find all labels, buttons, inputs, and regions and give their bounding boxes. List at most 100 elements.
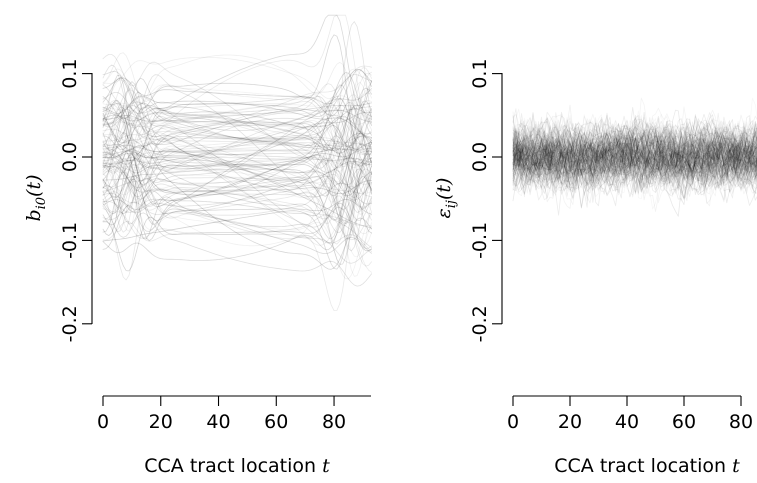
series-curve (512, 123, 757, 204)
right-curves-group (512, 97, 757, 217)
x-tick-label: 40 (206, 411, 230, 433)
series-curve (512, 123, 757, 208)
series-curve (512, 109, 757, 189)
series-curve (512, 112, 757, 178)
series-curve (512, 132, 757, 201)
series-curve (102, 95, 372, 138)
series-curve (102, 123, 372, 224)
series-curve (512, 121, 757, 192)
right-y-ticks: -0.2 -0.1 0.0 0.1 (469, 58, 502, 342)
series-curve (512, 124, 757, 184)
series-curve (512, 112, 757, 186)
series-curve (512, 136, 757, 190)
series-curve (512, 123, 757, 189)
series-curve (102, 77, 372, 143)
series-curve (512, 121, 757, 197)
left-x-ticks: 0 20 40 60 80 (97, 396, 346, 433)
series-curve (102, 109, 372, 249)
series-curve (102, 96, 372, 215)
series-curve (512, 125, 757, 197)
series-curve (512, 124, 757, 195)
series-curve (102, 84, 372, 196)
series-curve (102, 150, 372, 235)
series-curve (102, 89, 372, 252)
series-curve (512, 126, 757, 197)
series-curve (512, 113, 757, 189)
series-curve (102, 134, 372, 198)
series-curve (102, 99, 372, 185)
series-curve (512, 116, 757, 189)
series-curve (512, 116, 757, 199)
series-curve (512, 120, 757, 185)
series-curve (512, 126, 757, 191)
y-tick-label: 0.1 (59, 58, 81, 88)
series-curve (102, 88, 372, 232)
series-curve (512, 130, 757, 212)
series-curve (512, 126, 757, 204)
series-curve (512, 119, 757, 178)
series-curve (102, 154, 372, 201)
series-curve (512, 121, 757, 184)
series-curve (102, 87, 372, 169)
series-curve (102, 71, 372, 168)
series-curve (102, 54, 372, 167)
series-curve (512, 129, 757, 185)
series-curve (512, 114, 757, 191)
series-curve (512, 114, 757, 198)
series-curve (512, 117, 757, 187)
series-curve (512, 126, 757, 216)
series-curve (512, 127, 757, 195)
series-curve (512, 109, 757, 200)
series-curve (512, 116, 757, 186)
series-curve (102, 106, 372, 192)
series-curve (512, 116, 757, 208)
x-tick-label: 0 (507, 411, 519, 433)
series-curve (512, 126, 757, 195)
series-curve (512, 120, 757, 183)
series-curve (512, 123, 757, 190)
series-curve (102, 72, 372, 165)
y-tick-label: 0.1 (469, 58, 491, 88)
series-curve (512, 112, 757, 202)
series-curve (102, 135, 372, 210)
series-curve (512, 129, 757, 192)
series-curve (512, 131, 757, 184)
series-curve (512, 133, 757, 200)
x-tick-label: 80 (322, 411, 346, 433)
series-curve (512, 120, 757, 181)
series-curve (102, 121, 372, 192)
series-curve (102, 112, 372, 151)
series-curve (512, 117, 757, 186)
series-curve (102, 68, 372, 119)
series-curve (102, 97, 372, 187)
series-curve (512, 122, 757, 194)
series-curve (512, 97, 757, 191)
series-curve (102, 100, 372, 185)
series-curve (512, 117, 757, 184)
series-curve (512, 115, 757, 199)
series-curve (512, 124, 757, 202)
series-curve (102, 108, 372, 165)
series-curve (512, 125, 757, 184)
series-curve (512, 126, 757, 190)
series-curve (102, 155, 372, 209)
series-curve (512, 123, 757, 198)
x-tick-label: 40 (615, 411, 639, 433)
series-curve (102, 136, 372, 159)
series-curve (512, 104, 757, 194)
series-curve (512, 115, 757, 199)
series-curve (102, 108, 372, 151)
series-curve (512, 115, 757, 193)
series-curve (102, 81, 372, 156)
series-curve (102, 99, 372, 155)
series-curve (102, 14, 372, 174)
series-curve (512, 127, 757, 195)
series-curve (102, 152, 372, 242)
series-curve (512, 126, 757, 190)
series-curve (102, 104, 372, 187)
series-curve (102, 34, 372, 195)
series-curve (102, 132, 372, 197)
x-tick-label: 60 (264, 411, 288, 433)
series-curve (512, 119, 757, 184)
series-curve (512, 130, 757, 194)
